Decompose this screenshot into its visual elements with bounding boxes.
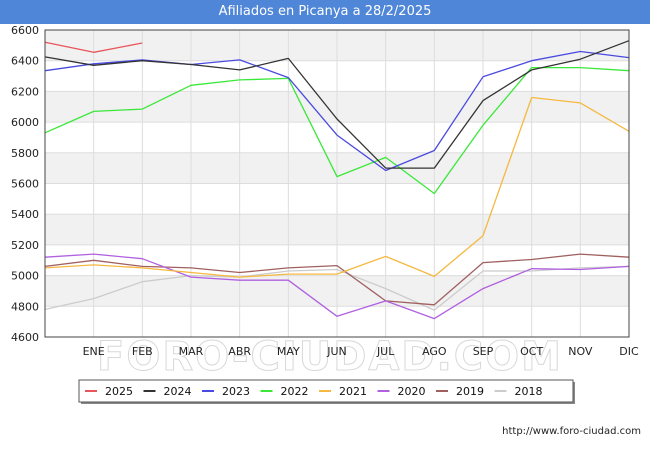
series-line-2024 (44, 40, 630, 169)
legend-label-2025: 2025 (105, 385, 133, 398)
x-tick-label: ENE (83, 345, 105, 358)
x-axis-ticks: ENE FEB MAR ABR MAY JUN JUL AGO SEP OCT NOV DIC (83, 345, 639, 358)
x-tick-label: MAR (179, 345, 204, 358)
legend-label-2020: 2020 (398, 385, 426, 398)
legend-label-2024: 2024 (164, 385, 192, 398)
x-tick-label: DIC (619, 345, 639, 358)
watermark: FORO-CIUDAD.COM (97, 334, 563, 380)
x-tick-label: SEP (473, 345, 494, 358)
y-tick-label: 5600 (11, 178, 39, 191)
series-line-2019 (44, 253, 630, 306)
y-tick-label: 6200 (11, 85, 39, 98)
x-tick-label: OCT (520, 345, 543, 358)
x-tick-label: FEB (132, 345, 153, 358)
x-tick-label: AGO (422, 345, 447, 358)
y-tick-label: 6000 (11, 116, 39, 129)
chart-title: Afiliados en Picanya a 28/2/2025 (0, 0, 650, 24)
series-lines (44, 40, 630, 320)
y-tick-label: 6600 (11, 24, 39, 37)
x-tick-label: ABR (228, 345, 251, 358)
y-axis-ticks: 4600 4800 5000 5200 5400 5600 5800 6000 6200 6400… (11, 24, 39, 344)
plot-frame (44, 29, 630, 338)
series-line-2021 (44, 96, 630, 278)
x-tick-label: NOV (568, 345, 593, 358)
series-line-2020 (44, 253, 630, 320)
legend-label-2018: 2018 (515, 385, 543, 398)
legend: 2025 2024 2023 2022 2021 2020 2019 2018 (78, 379, 575, 404)
x-tick-label: JUL (376, 345, 395, 358)
x-tick-label: JUN (326, 345, 347, 358)
y-tick-label: 6400 (11, 55, 39, 68)
legend-label-2023: 2023 (222, 385, 250, 398)
series-line-2023 (44, 50, 630, 172)
y-tick-label: 5400 (11, 208, 39, 221)
y-tick-label: 5200 (11, 239, 39, 252)
series-line-2018 (44, 265, 630, 311)
y-tick-label: 5000 (11, 270, 39, 283)
legend-label-2019: 2019 (456, 385, 484, 398)
x-tick-label: MAY (277, 345, 300, 358)
series-line-2022 (44, 66, 630, 195)
y-tick-label: 4600 (11, 331, 39, 344)
y-tick-label: 4800 (11, 300, 39, 313)
legend-label-2021: 2021 (339, 385, 367, 398)
legend-label-2022: 2022 (281, 385, 309, 398)
source-url: http://www.foro-ciudad.com (502, 426, 641, 437)
y-tick-label: 5800 (11, 147, 39, 160)
series-line-2025 (44, 41, 143, 53)
